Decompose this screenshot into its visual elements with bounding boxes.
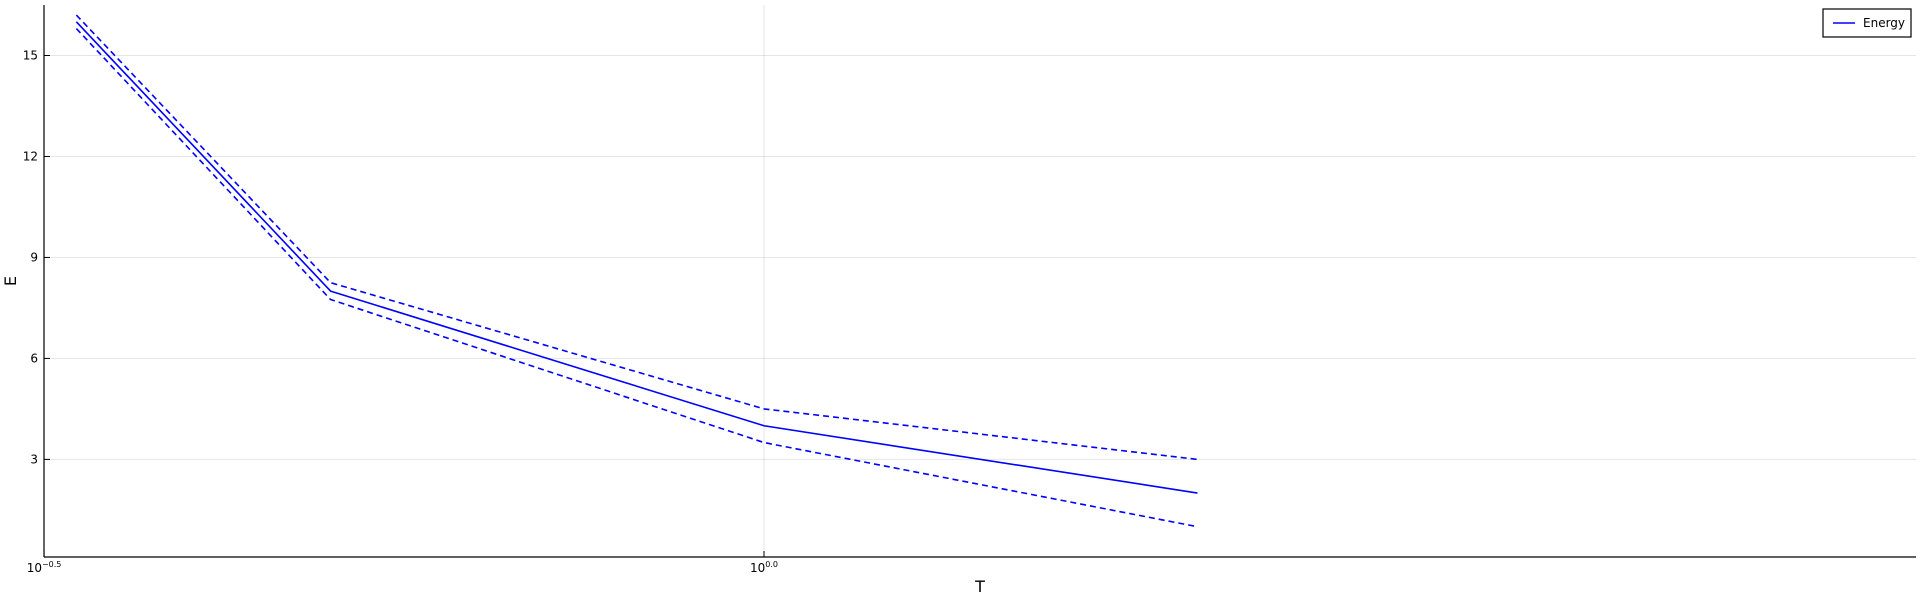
- series-line-energy: [75, 21, 1198, 494]
- x-tick-label-base: 10: [750, 561, 765, 575]
- x-tick-label: 100.0: [750, 560, 778, 575]
- x-tick-label: 10−0.5: [27, 560, 62, 575]
- x-tick-label-exponent: 0.0: [765, 560, 778, 569]
- y-axis-label: E: [1, 276, 20, 286]
- y-tick-label: 15: [23, 48, 38, 62]
- x-tick-label-exponent: −0.5: [42, 560, 61, 569]
- y-tick-label: 6: [30, 351, 38, 365]
- y-tick-label: 3: [30, 452, 38, 466]
- x-axis-label: T: [974, 577, 985, 596]
- y-tick-label: 12: [23, 149, 38, 163]
- legend: Energy: [1822, 8, 1912, 38]
- axes: [43, 5, 1916, 558]
- x-tick-label-base: 10: [27, 561, 42, 575]
- series-line-dashed-1: [75, 14, 1198, 461]
- series-line-dashed-2: [75, 28, 1198, 528]
- series: [75, 14, 1198, 528]
- legend-label: Energy: [1863, 16, 1905, 30]
- y-tick-label: 9: [30, 250, 38, 264]
- grid: [43, 5, 1916, 557]
